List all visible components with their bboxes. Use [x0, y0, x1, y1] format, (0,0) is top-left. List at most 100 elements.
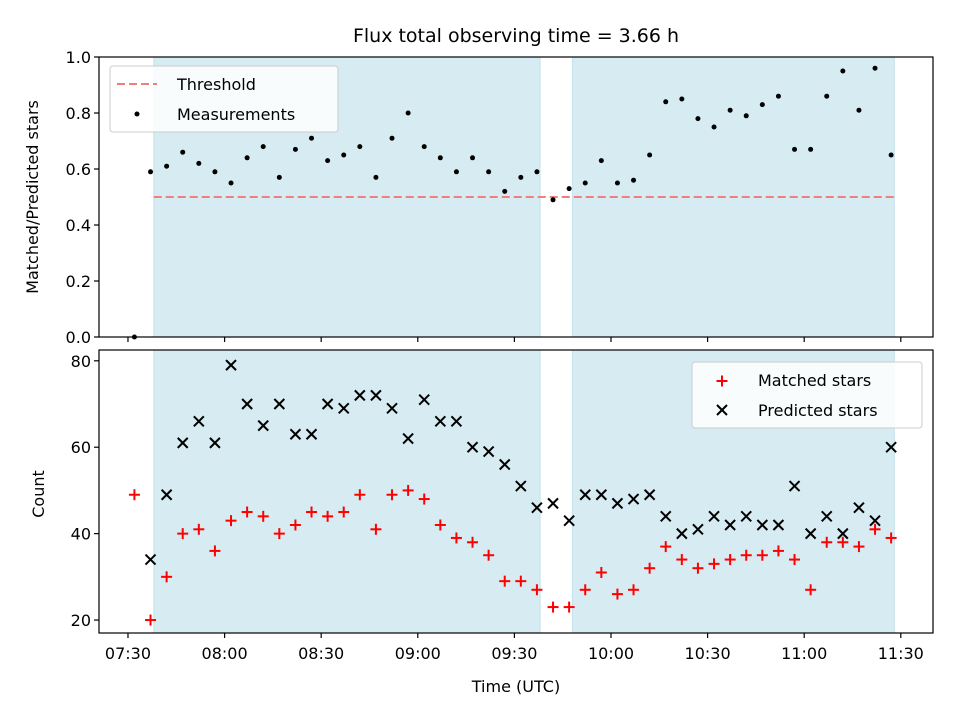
matched-star-point [692, 562, 704, 574]
matched-star-point [128, 489, 140, 501]
predicted-star-point [321, 398, 334, 410]
bottom-x-tick-label: 10:30 [685, 644, 731, 663]
predicted-star-point [466, 441, 479, 453]
matched-star-point [257, 510, 269, 522]
legend-threshold-label: Threshold [176, 75, 256, 94]
bottom-shaded-region-0 [153, 349, 541, 634]
top-legend-box [109, 65, 339, 133]
predicted-star-point [418, 393, 430, 406]
matched-star-point [145, 614, 157, 626]
matched-star-point [740, 549, 752, 561]
matched-star-point [241, 506, 253, 518]
matched-star-point [676, 554, 688, 566]
measurement-point [180, 149, 186, 155]
predicted-star-point [177, 437, 189, 449]
predicted-star-point [788, 480, 801, 492]
matched-star-point [161, 571, 173, 583]
matched-star-point [499, 575, 511, 587]
legend-matched-label: Matched stars [758, 371, 871, 390]
matched-star-point [628, 584, 640, 596]
matched-star-point [853, 541, 865, 553]
bottom-x-tick-label: 11:30 [878, 644, 924, 663]
matched-star-point [209, 545, 221, 557]
predicted-star-point [885, 441, 897, 453]
matched-star-point [322, 510, 334, 522]
matched-star-point [563, 601, 575, 613]
measurement-point [212, 169, 218, 175]
top-y-tick-label: 0.2 [66, 272, 91, 291]
measurement-point [405, 110, 411, 116]
predicted-star-point [402, 432, 414, 445]
measurement-point [808, 146, 814, 152]
top-y-tick-label: 0.4 [66, 216, 91, 235]
measurement-point [244, 155, 250, 161]
matched-star-point [837, 536, 849, 548]
predicted-star-point [563, 514, 575, 527]
measurement-point [148, 169, 154, 175]
measurement-point [614, 180, 620, 186]
measurement-point [775, 93, 781, 99]
predicted-star-point [643, 489, 656, 501]
predicted-star-point [386, 402, 398, 415]
matched-star-point [547, 601, 559, 613]
predicted-star-point [627, 493, 640, 505]
predicted-star-point [354, 389, 366, 402]
matched-star-point [225, 515, 237, 527]
predicted-star-point [257, 419, 269, 432]
predicted-star-point [370, 389, 382, 402]
predicted-star-point [305, 428, 318, 440]
matched-star-point [531, 584, 543, 596]
top-y-tick-label: 0.8 [66, 104, 91, 123]
measurement-point [695, 116, 701, 122]
predicted-star-point [708, 510, 720, 523]
measurement-point [437, 155, 443, 161]
matched-star-point [386, 489, 398, 501]
bottom-y-tick-label: 40 [71, 525, 91, 544]
measurement-point [647, 152, 653, 158]
x-axis-label: Time (UTC) [471, 677, 560, 696]
bottom-legend-box [691, 361, 923, 429]
chart-title: Flux total observing time = 3.66 h [353, 25, 679, 47]
predicted-star-point [273, 398, 286, 410]
measurement-point [421, 144, 427, 150]
measurement-point [389, 135, 395, 141]
top-y-tick-label: 0.6 [66, 160, 91, 179]
predicted-star-point [804, 527, 817, 540]
predicted-star-point [772, 519, 785, 531]
measurement-point [566, 186, 572, 192]
bottom-y-tick-label: 80 [71, 352, 91, 371]
measurement-point [631, 177, 637, 183]
measurement-point [663, 99, 669, 105]
measurement-point [309, 135, 315, 141]
matched-star-point [724, 554, 736, 566]
predicted-star-point [193, 415, 205, 427]
predicted-star-point [241, 398, 253, 410]
bottom-x-tick-label: 07:30 [105, 644, 151, 663]
top-y-axis-label: Matched/Predicted stars [23, 100, 42, 294]
measurement-point [518, 174, 524, 180]
measurement-point [824, 93, 830, 99]
measurement-point [470, 155, 476, 161]
predicted-star-point [692, 523, 704, 536]
measurement-point [888, 152, 894, 158]
matched-star-point [338, 506, 350, 518]
matched-star-point [177, 528, 189, 540]
bottom-x-tick-label: 11:00 [781, 644, 827, 663]
matched-star-point [467, 536, 479, 548]
predicted-star-point [482, 445, 495, 458]
measurement-point [792, 146, 798, 152]
matched-star-point [193, 523, 205, 535]
measurement-point [711, 124, 717, 130]
measurement-point [260, 144, 266, 150]
top-y-tick-label: 0.0 [66, 328, 91, 347]
predicted-star-point [611, 497, 624, 510]
predicted-star-point [289, 428, 302, 440]
bottom-y-axis-label: Count [29, 470, 48, 518]
measurement-point [743, 113, 749, 119]
predicted-star-point [676, 527, 688, 540]
measurement-point [856, 107, 862, 113]
matched-star-point [869, 523, 881, 535]
matched-star-point [789, 554, 801, 566]
legend-predicted-label: Predicted stars [758, 401, 878, 420]
